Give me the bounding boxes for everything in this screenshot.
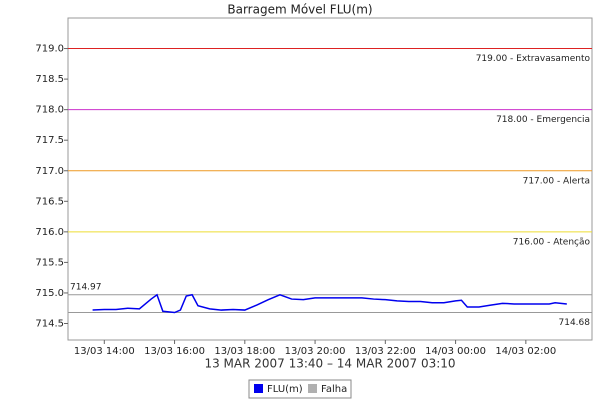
y-tick-label: 719.0 [35, 44, 64, 55]
y-tick-label: 718.5 [35, 74, 64, 85]
y-tick-label: 718.0 [35, 105, 64, 116]
legend-swatch [254, 384, 263, 393]
min-label: 714.68 [559, 318, 591, 328]
plot-area [67, 17, 593, 341]
y-tick-label: 717.0 [35, 166, 64, 177]
y-tick-label: 715.5 [35, 257, 64, 268]
legend-label: FLU(m) [267, 384, 303, 395]
threshold-label: 718.00 - Emergencia [496, 115, 590, 125]
x-tick-label: 13/03 20:00 [285, 346, 346, 357]
max-label: 714.97 [70, 282, 102, 292]
y-tick-label: 716.0 [35, 227, 64, 238]
x-tick-label: 14/03 00:00 [425, 346, 486, 357]
x-tick-label: 14/03 02:00 [495, 346, 556, 357]
threshold-label: 716.00 - Atenção [513, 237, 591, 247]
legend-swatch [308, 384, 317, 393]
threshold-label: 719.00 - Extravasamento [476, 54, 591, 64]
data-line [92, 293, 567, 314]
y-tick-label: 715.0 [35, 288, 64, 299]
y-tick-label: 716.5 [35, 196, 64, 207]
chart-title: Barragem Móvel FLU(m) [227, 3, 372, 17]
y-tick-label: 714.5 [35, 319, 64, 330]
threshold-label: 717.00 - Alerta [523, 176, 590, 186]
x-tick-label: 13/03 14:00 [74, 346, 135, 357]
y-tick-label: 717.5 [35, 135, 64, 146]
x-tick-label: 13/03 16:00 [144, 346, 205, 357]
x-tick-label: 13/03 22:00 [355, 346, 416, 357]
legend-box [248, 379, 352, 399]
x-axis-title: 13 MAR 2007 13:40 – 14 MAR 2007 03:10 [204, 357, 455, 371]
x-tick-label: 13/03 18:00 [214, 346, 275, 357]
legend-label: Falha [321, 384, 347, 395]
